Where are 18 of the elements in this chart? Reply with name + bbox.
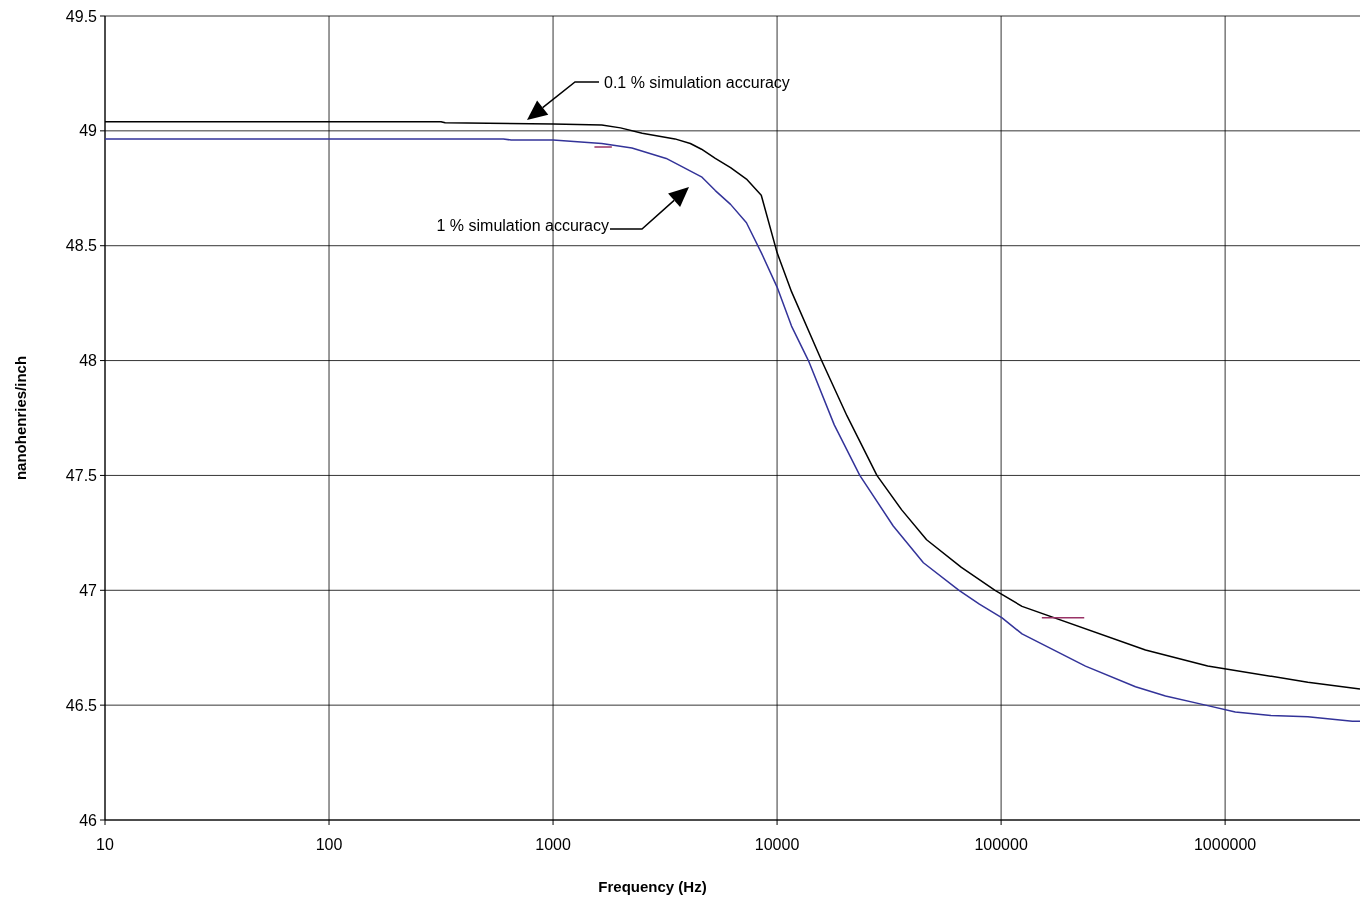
y-axis-title: nanohenries/inch [12, 355, 29, 481]
x-tick-label: 1000000 [1193, 836, 1257, 853]
x-tick-label: 10 [96, 836, 114, 853]
x-tick-label: 10000 [754, 836, 800, 853]
y-tick-label: 49 [79, 122, 98, 140]
x-axis-title: Frequency (Hz) [598, 878, 707, 895]
y-tick-label: 47 [79, 581, 98, 599]
y-tick-label: 46.5 [65, 696, 98, 714]
y-tick-label: 49.5 [65, 7, 98, 25]
y-tick-label: 48 [79, 352, 98, 370]
x-tick-label: 100 [315, 836, 343, 853]
y-tick-label: 46 [79, 811, 98, 829]
x-tick-label: 1000 [535, 836, 571, 853]
y-tick-label: 48.5 [65, 237, 98, 255]
x-tick-label: 100000 [974, 836, 1028, 853]
annotation: 1 % simulation accuracy [436, 216, 609, 234]
y-tick-label: 47.5 [65, 467, 98, 485]
annotation: 0.1 % simulation accuracy [604, 73, 790, 91]
